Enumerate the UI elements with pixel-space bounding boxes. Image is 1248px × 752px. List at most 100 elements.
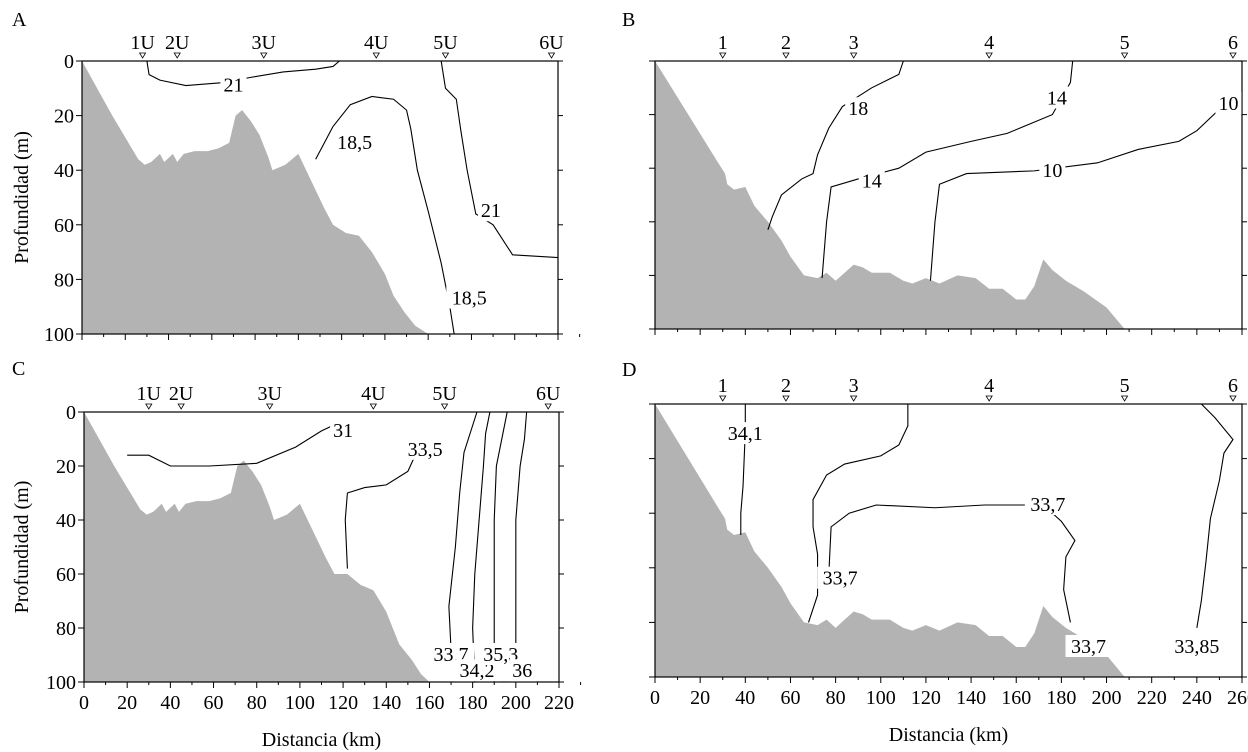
isoline <box>127 422 340 467</box>
x-tick-label: 160 <box>414 692 444 714</box>
x-tick-label: 100 <box>866 687 896 709</box>
x-tick-label: 140 <box>956 687 986 709</box>
y-axis-title: Profundidad (m) <box>11 481 33 614</box>
isoline-label: 33,7 <box>1030 494 1065 516</box>
isoline-label-bg <box>858 169 885 192</box>
isoline-label: 10 <box>1042 160 1062 182</box>
station-label: 1U <box>137 383 162 405</box>
station-label: 6 <box>1228 32 1238 54</box>
x-tick-label: 180 <box>1046 687 1076 709</box>
y-tick-label: 20 <box>56 456 76 478</box>
x-tick-label: 220 <box>1137 687 1167 709</box>
isoline-label-bg <box>1024 493 1071 516</box>
station-marker <box>265 403 274 410</box>
station-label: 5 <box>1120 32 1130 54</box>
x-axis-title: Distancia (km) <box>889 724 1008 746</box>
isoline-label-bg <box>331 130 378 153</box>
isoline-label-bg <box>817 566 864 589</box>
station-marker <box>1120 395 1129 402</box>
y-axis-title: Profundidad (m) <box>11 131 33 264</box>
station-label: 2 <box>781 375 791 397</box>
x-tick-label: 100 <box>285 692 315 714</box>
station-marker <box>177 403 185 410</box>
isoline <box>344 452 418 569</box>
bathymetry-area <box>655 61 1125 329</box>
x-tick-label: 260 <box>1227 687 1248 709</box>
station-marker <box>138 52 147 59</box>
isoline-label: 14 <box>1047 88 1067 110</box>
isoline-label-bg <box>1168 634 1225 657</box>
x-tick-label: 80 <box>826 687 846 709</box>
station-label: 3 <box>849 32 859 54</box>
isoline-label: 10 <box>1218 93 1238 115</box>
station-label: 4 <box>984 32 994 54</box>
isoline-label: 14 <box>862 171 882 193</box>
isoline-label-bg <box>330 418 357 441</box>
isoline-label: 34,1 <box>728 423 763 445</box>
station-label: 6U <box>539 32 564 54</box>
isoline-label-bg <box>845 97 872 120</box>
station-label: 6U <box>536 383 561 405</box>
y-tick-label: 0 <box>66 402 76 424</box>
station-marker <box>782 395 790 402</box>
station-marker <box>849 395 858 402</box>
station-label: 3 <box>849 375 859 397</box>
station-marker <box>985 395 993 402</box>
station-label: 4 <box>984 375 994 397</box>
isoline-label: 31 <box>333 420 353 442</box>
isoline-label-bg <box>722 422 769 445</box>
isoline-label-bg <box>477 199 504 222</box>
isoline-label-bg <box>1065 634 1112 657</box>
isoline <box>315 95 455 335</box>
isoline-label: 33,85 <box>1174 636 1219 658</box>
station-marker <box>547 52 556 59</box>
isoline-label: 34,2 <box>459 660 494 682</box>
x-tick-label: 0 <box>79 692 89 714</box>
isoline <box>1196 403 1234 628</box>
station-marker <box>849 52 858 59</box>
y-tick-label: 100 <box>46 672 76 694</box>
x-tick-label: 120 <box>911 687 941 709</box>
y-tick-label: 40 <box>56 510 76 532</box>
x-tick-label: 200 <box>1092 687 1122 709</box>
isoline-label: 21 <box>223 75 243 97</box>
x-tick-label: 60 <box>204 692 224 714</box>
panel-B: B 1 2 3 4 5 6 18 14 14 10 10 <box>622 9 1247 335</box>
station-label: 2U <box>169 383 194 405</box>
x-tick-label: 200 <box>501 692 531 714</box>
panel-letter: D <box>622 359 636 381</box>
station-marker <box>369 403 378 410</box>
y-tick-label: 80 <box>56 618 76 640</box>
isoline-label-bg <box>1039 158 1066 181</box>
isoline-label-bg <box>402 437 449 460</box>
isoline <box>828 504 1076 623</box>
panel-letter: C <box>12 358 25 380</box>
station-label: 1 <box>718 375 728 397</box>
x-tick-label: 180 <box>458 692 488 714</box>
isoline-label: 21 <box>481 200 501 222</box>
isoline <box>472 411 491 683</box>
station-label: 1 <box>718 32 728 54</box>
y-tick-label: 20 <box>54 106 74 128</box>
y-tick-label: 40 <box>54 160 74 182</box>
station-label: 5 <box>1120 375 1130 397</box>
y-tick-label: 60 <box>54 215 74 237</box>
station-label: 4U <box>361 383 386 405</box>
x-tick-label: 140 <box>371 692 401 714</box>
panel-A: A 0 20 40 60 80 100 1U 2U 3U 4U 5U 6U 21 18,5 21 18,5 Pro… <box>11 9 581 346</box>
station-label: 6 <box>1228 375 1238 397</box>
station-marker <box>1229 52 1237 59</box>
y-tick-label: 0 <box>64 51 74 73</box>
station-marker <box>782 52 790 59</box>
x-tick-label: 220 <box>544 692 574 714</box>
station-label: 1U <box>130 32 155 54</box>
x-tick-label: 40 <box>735 687 755 709</box>
station-label: 4U <box>364 32 389 54</box>
isoline-label-bg <box>220 73 247 96</box>
isoline-label: 33,7 <box>823 568 858 590</box>
isoline-label: 33,7 <box>1071 636 1106 658</box>
panel-D: D 0 20 40 60 80 100 120 140 160 180 200 220 240 260 1 2 3… <box>622 359 1248 746</box>
station-label: 2 <box>781 32 791 54</box>
x-tick-label: 240 <box>1182 687 1212 709</box>
